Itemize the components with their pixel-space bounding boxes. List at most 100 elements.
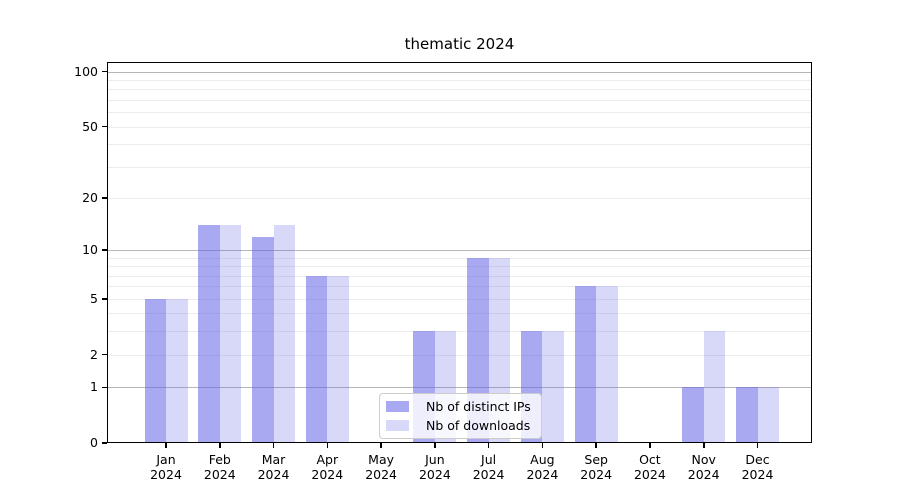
legend-row-ips: Nb of distinct IPs <box>386 399 531 414</box>
x-tick-label-aug: Aug 2024 <box>515 452 569 482</box>
y-tick-0 <box>102 442 107 444</box>
x-tick-apr <box>326 443 329 448</box>
legend-label-downloads: Nb of downloads <box>426 418 531 433</box>
x-tick-sep <box>595 443 597 448</box>
x-tick-month: Jun <box>425 452 445 467</box>
y-tick-label-10: 10 <box>82 242 98 257</box>
gridline-minor-y-2 <box>107 354 812 356</box>
x-tick-month: May <box>368 452 395 467</box>
bar-ips-feb <box>198 225 220 443</box>
gridline-major-y-100 <box>107 71 812 73</box>
x-tick-label-dec: Dec 2024 <box>731 452 785 482</box>
x-tick-month: Mar <box>261 452 286 467</box>
y-tick-label-2: 2 <box>90 346 98 362</box>
x-tick-month: Oct <box>639 452 661 467</box>
gridline-minor-y-3 <box>107 331 812 333</box>
y-tick-1 <box>102 386 107 388</box>
legend-swatch-downloads <box>386 420 409 431</box>
y-tick-20 <box>102 197 107 199</box>
gridline-minor-y-4 <box>107 313 812 315</box>
gridline-minor-y-6 <box>107 286 812 288</box>
y-tick-label-50: 50 <box>82 118 98 134</box>
x-tick-year: 2024 <box>203 467 236 482</box>
x-tick-month: Dec <box>745 452 770 467</box>
gridline-minor-y-5 <box>107 298 812 300</box>
x-tick-month: Feb <box>208 452 231 467</box>
x-tick-nov <box>703 443 705 448</box>
gridline-minor-y-70 <box>107 99 812 101</box>
x-tick-label-jun: Jun 2024 <box>408 452 462 482</box>
x-tick-mar <box>272 443 275 448</box>
gridline-minor-y-90 <box>107 79 812 81</box>
y-tick-5 <box>102 298 107 300</box>
x-tick-year: 2024 <box>472 467 505 482</box>
y-tick-label-100: 100 <box>74 63 98 79</box>
y-tick-label-20: 20 <box>82 189 98 205</box>
x-tick-label-nov: Nov 2024 <box>677 452 731 482</box>
x-tick-jun <box>434 443 436 448</box>
bar-ips-jan <box>144 298 166 443</box>
gridline-major-y-10 <box>107 250 812 251</box>
gridline-minor-y-40 <box>107 144 812 146</box>
bar-downloads-aug <box>542 331 564 443</box>
bar-ips-sep <box>574 286 597 443</box>
x-tick-month: Nov <box>691 452 716 467</box>
y-tick-50 <box>102 125 107 128</box>
x-tick-year: 2024 <box>418 467 451 482</box>
x-tick-may <box>380 443 382 448</box>
bar-downloads-dec <box>757 387 779 443</box>
x-tick-year: 2024 <box>365 467 397 482</box>
bar-ips-nov <box>682 387 704 443</box>
gridline-minor-y-9 <box>107 257 812 259</box>
gridline-minor-y-80 <box>107 89 812 91</box>
x-tick-jul <box>487 443 490 448</box>
x-tick-month: Sep <box>584 452 608 467</box>
legend-row-downloads: Nb of downloads <box>386 418 531 433</box>
x-tick-year: 2024 <box>150 467 182 482</box>
x-tick-label-jul: Jul 2024 <box>462 452 516 482</box>
x-tick-label-mar: Mar 2024 <box>247 452 301 482</box>
x-tick-aug <box>541 443 544 448</box>
gridline-minor-y-30 <box>107 166 812 168</box>
x-tick-month: Aug <box>530 452 555 467</box>
bar-ips-mar <box>252 236 274 443</box>
x-tick-label-may: May 2024 <box>354 452 408 482</box>
legend-label-ips: Nb of distinct IPs <box>426 399 531 414</box>
bar-downloads-feb <box>219 225 242 443</box>
x-tick-feb <box>219 443 221 448</box>
bar-downloads-nov <box>703 331 726 443</box>
y-tick-2 <box>102 353 107 356</box>
legend: Nb of distinct IPs Nb of downloads <box>379 393 542 439</box>
plot-area <box>107 62 812 443</box>
x-tick-label-sep: Sep 2024 <box>569 452 623 482</box>
x-tick-year: 2024 <box>633 467 666 482</box>
gridline-minor-y-60 <box>107 112 812 114</box>
chart-title: thematic 2024 <box>404 35 515 53</box>
bar-ips-apr <box>305 275 328 443</box>
y-tick-label-1: 1 <box>90 379 98 395</box>
bar-downloads-apr <box>327 275 349 443</box>
bar-downloads-sep <box>596 286 618 443</box>
x-tick-label-apr: Apr 2024 <box>300 452 354 482</box>
gridline-minor-y-50 <box>107 126 812 128</box>
x-tick-dec <box>756 443 759 448</box>
x-tick-jan <box>165 443 167 448</box>
x-tick-label-oct: Oct 2024 <box>623 452 677 482</box>
bar-ips-dec <box>736 387 758 443</box>
x-tick-oct <box>649 443 651 448</box>
x-tick-year: 2024 <box>257 467 290 482</box>
gridline-minor-y-7 <box>107 275 812 277</box>
gridline-minor-y-8 <box>107 266 812 268</box>
x-tick-label-feb: Feb 2024 <box>193 452 247 482</box>
x-tick-month: Jan <box>156 452 176 467</box>
x-tick-month: Apr <box>316 452 339 467</box>
y-tick-label-5: 5 <box>90 290 98 306</box>
x-tick-year: 2024 <box>526 467 559 482</box>
y-tick-100 <box>102 70 107 73</box>
x-tick-year: 2024 <box>580 467 613 482</box>
gridline-minor-y-20 <box>107 197 812 199</box>
gridline-major-y-1 <box>107 387 812 389</box>
bar-downloads-jan <box>166 298 188 443</box>
y-tick-label-0: 0 <box>90 435 98 450</box>
